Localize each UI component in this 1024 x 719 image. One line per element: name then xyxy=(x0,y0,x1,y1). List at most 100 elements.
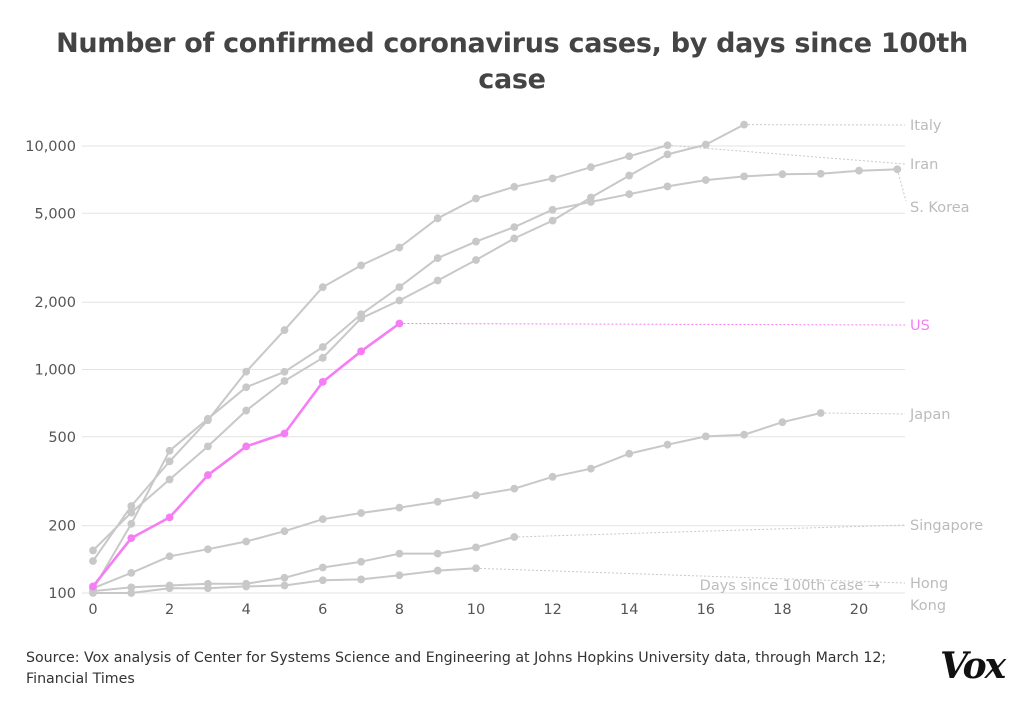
data-point xyxy=(280,326,289,334)
series-label: Hong Kong xyxy=(910,576,948,614)
data-point xyxy=(89,589,97,597)
data-point xyxy=(548,472,557,481)
data-point xyxy=(127,519,136,528)
data-point xyxy=(318,576,327,585)
series-line xyxy=(92,412,821,590)
gridlines xyxy=(82,145,905,594)
data-point xyxy=(625,171,634,180)
label-leader-lines xyxy=(399,124,907,584)
data-point xyxy=(280,581,289,590)
data-point xyxy=(395,503,404,512)
data-point xyxy=(701,140,710,149)
data-point xyxy=(433,276,442,285)
vox-logo-text: Vox xyxy=(940,645,1007,687)
x-tick-label: 14 xyxy=(620,602,638,618)
data-point xyxy=(587,163,595,172)
data-point xyxy=(433,254,442,263)
series-lines xyxy=(89,120,902,597)
data-point xyxy=(357,310,365,319)
data-point xyxy=(395,283,404,292)
data-point xyxy=(165,457,174,466)
data-point xyxy=(663,141,672,150)
data-point xyxy=(395,319,404,328)
data-point xyxy=(318,378,327,386)
data-point xyxy=(165,446,174,455)
data-point xyxy=(357,261,365,270)
data-point xyxy=(395,571,404,580)
data-point xyxy=(165,513,174,522)
data-point xyxy=(472,564,480,573)
data-point xyxy=(165,584,174,593)
series-label: Iran xyxy=(910,157,938,173)
data-point xyxy=(127,589,136,597)
data-point xyxy=(701,432,710,441)
data-point xyxy=(318,343,327,351)
data-point xyxy=(395,243,404,252)
data-point xyxy=(740,172,748,181)
data-point xyxy=(433,214,442,223)
data-point xyxy=(816,169,825,178)
data-point xyxy=(242,537,251,546)
y-tick-label: 500 xyxy=(48,430,76,446)
data-point xyxy=(127,569,136,577)
leader-line xyxy=(399,323,906,326)
chart-title: Number of confirmed coronavirus cases, b… xyxy=(56,28,968,95)
x-tick-label: 0 xyxy=(88,602,97,618)
data-point xyxy=(318,515,327,524)
y-tick-label: 1,000 xyxy=(34,363,76,379)
data-point xyxy=(89,582,97,591)
data-point xyxy=(855,166,863,175)
data-point xyxy=(816,409,825,417)
series-us xyxy=(89,319,404,591)
data-point xyxy=(318,563,327,572)
x-tick-label: 6 xyxy=(318,602,327,618)
data-point xyxy=(280,527,289,536)
data-point xyxy=(127,508,136,517)
data-point xyxy=(701,176,710,184)
data-point xyxy=(204,442,212,451)
x-tick-label: 10 xyxy=(467,602,485,618)
x-tick-label: 8 xyxy=(395,602,404,618)
series-label: Singapore xyxy=(910,518,983,534)
data-point xyxy=(357,509,365,517)
x-tick-label: 4 xyxy=(242,602,251,618)
data-point xyxy=(663,150,672,159)
data-point xyxy=(204,414,212,423)
y-tick-label: 100 xyxy=(48,586,76,602)
data-point xyxy=(127,534,136,543)
leader-line xyxy=(896,169,907,202)
data-point xyxy=(318,283,327,292)
data-point xyxy=(280,367,289,376)
data-point xyxy=(587,464,595,473)
data-point xyxy=(778,170,787,179)
series-hong-kong xyxy=(89,564,480,597)
data-point xyxy=(127,583,136,592)
series-line xyxy=(91,322,401,588)
source-note: Source: Vox analysis of Center for Syste… xyxy=(26,650,887,687)
data-point xyxy=(510,182,519,191)
y-tick-label: 200 xyxy=(48,519,76,535)
data-point xyxy=(127,502,136,510)
data-point xyxy=(89,546,97,555)
data-point xyxy=(395,296,404,305)
data-point xyxy=(318,353,327,362)
data-point xyxy=(548,205,557,214)
data-point xyxy=(242,582,251,591)
data-point xyxy=(357,557,365,566)
series-labels: Italy Iran S. Korea US Japan Singapore Hong Kon… xyxy=(909,118,983,614)
data-point xyxy=(510,533,519,541)
series-label: Italy xyxy=(910,118,942,134)
y-tick-label: 5,000 xyxy=(34,206,76,222)
leader-line xyxy=(514,524,906,538)
data-point xyxy=(740,430,748,439)
data-point xyxy=(89,557,97,565)
data-point xyxy=(472,194,480,203)
data-point xyxy=(625,449,634,458)
series-japan xyxy=(89,409,825,593)
y-tick-label: 10,000 xyxy=(25,139,76,155)
data-point xyxy=(472,543,480,552)
x-tick-label: 16 xyxy=(697,602,715,618)
data-point xyxy=(433,549,442,558)
data-point xyxy=(433,497,442,506)
data-point xyxy=(510,234,519,243)
